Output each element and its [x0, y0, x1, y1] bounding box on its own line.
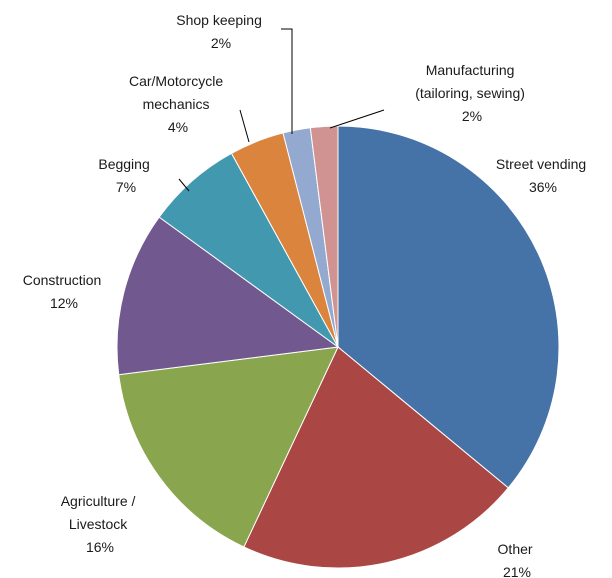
pie-slice-agriculture-livestock	[118, 346, 339, 548]
pie-slices	[116, 125, 560, 569]
label-car-motorcycle-mechanics: Car/Motorcycle mechanics 4%	[129, 73, 227, 135]
label-manufacturing: Manufacturing (tailoring, sewing) 2%	[415, 62, 529, 124]
slice-labels: Street vending 36% Other 21% Agriculture…	[23, 12, 590, 578]
label-begging: Begging 7%	[98, 156, 153, 195]
leader-car-mechanics	[239, 109, 250, 143]
pie-slice-manufacturing-tailoring-sewing	[309, 125, 339, 348]
leader-shop-keeping	[281, 28, 293, 134]
label-construction: Construction 12%	[23, 272, 105, 311]
leader-lines	[178, 28, 385, 192]
label-street-vending: Street vending 36%	[496, 156, 590, 195]
pie-slice-street-vending	[337, 125, 560, 489]
pie-slice-other	[243, 346, 509, 569]
leader-manufacturing	[329, 109, 385, 129]
label-other: Other 21%	[498, 541, 537, 578]
label-shop-keeping: Shop keeping 2%	[176, 12, 266, 51]
label-agriculture-livestock: Agriculture / Livestock 16%	[61, 493, 140, 555]
pie-slice-construction	[116, 216, 340, 376]
leader-begging	[178, 178, 190, 192]
